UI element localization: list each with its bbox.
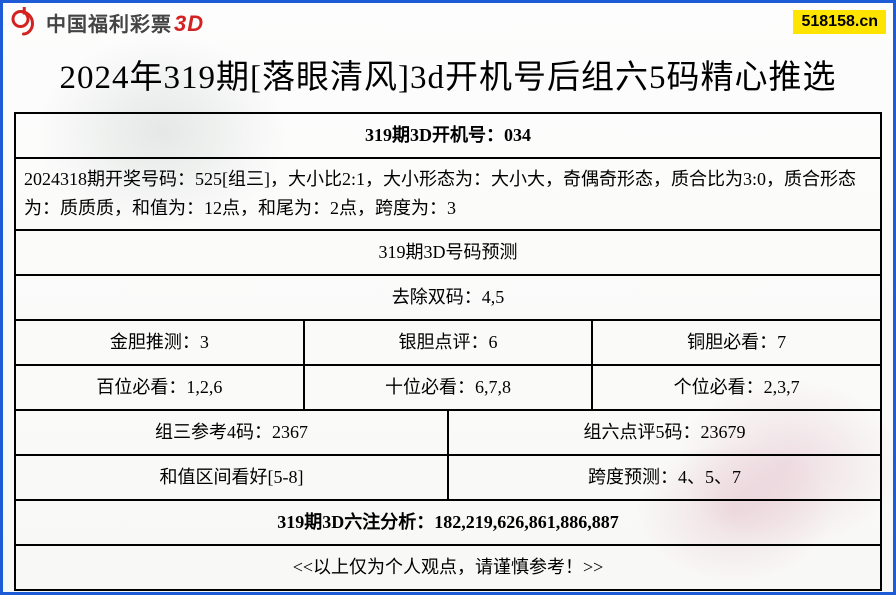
remove-doubles-cell: 去除双码：4,5 bbox=[15, 275, 881, 320]
table-row: 2024318期开奖号码：525[组三]，大小比2:1，大小形态为：大小大，奇偶… bbox=[15, 158, 881, 230]
table-row: 去除双码：4,5 bbox=[15, 275, 881, 320]
ones-cell: 个位必看：2,3,7 bbox=[592, 365, 881, 410]
table-row: 和值区间看好[5-8] 跨度预测：4、5、7 bbox=[15, 455, 881, 500]
tens-cell: 十位必看：6,7,8 bbox=[304, 365, 593, 410]
gold-cell: 金胆推测：3 bbox=[15, 320, 304, 365]
page-title: 2024年319期[落眼清风]3d开机号后组六5码精心推选 bbox=[0, 40, 896, 112]
bronze-cell: 铜胆必看：7 bbox=[592, 320, 881, 365]
brand-suffix: 3D bbox=[174, 11, 204, 37]
brand: 中国福利彩票 3D bbox=[10, 7, 204, 37]
table-row: 319期3D六注分析：182,219,626,861,886,887 bbox=[15, 500, 881, 545]
forecast-header-cell: 319期3D号码预测 bbox=[15, 230, 881, 275]
zu3-cell: 组三参考4码：2367 bbox=[15, 410, 448, 455]
span-cell: 跨度预测：4、5、7 bbox=[448, 455, 881, 500]
zu6-cell: 组六点评5码：23679 bbox=[448, 410, 881, 455]
silver-cell: 银胆点评：6 bbox=[304, 320, 593, 365]
six-bets-cell: 319期3D六注分析：182,219,626,861,886,887 bbox=[15, 500, 881, 545]
table-row: 组三参考4码：2367 组六点评5码：23679 bbox=[15, 410, 881, 455]
open-number-cell: 319期3D开机号：034 bbox=[15, 113, 881, 158]
prev-summary-cell: 2024318期开奖号码：525[组三]，大小比2:1，大小形态为：大小大，奇偶… bbox=[15, 158, 881, 230]
header: 中国福利彩票 3D 518158.cn bbox=[0, 0, 896, 40]
brand-text: 中国福利彩票 3D bbox=[46, 8, 204, 37]
table-row: 319期3D开机号：034 bbox=[15, 113, 881, 158]
sum-range-cell: 和值区间看好[5-8] bbox=[15, 455, 448, 500]
lottery-logo-icon bbox=[10, 7, 40, 37]
table-row: 百位必看：1,2,6 十位必看：6,7,8 个位必看：2,3,7 bbox=[15, 365, 881, 410]
brand-name: 中国福利彩票 bbox=[46, 8, 172, 37]
hundreds-cell: 百位必看：1,2,6 bbox=[15, 365, 304, 410]
table-row: 319期3D号码预测 bbox=[15, 230, 881, 275]
watermark-badge: 518158.cn bbox=[793, 10, 886, 34]
disclaimer-cell: <<以上仅为个人观点，请谨慎参考！>> bbox=[15, 545, 881, 590]
table-row: 金胆推测：3 银胆点评：6 铜胆必看：7 bbox=[15, 320, 881, 365]
forecast-table: 319期3D开机号：034 2024318期开奖号码：525[组三]，大小比2:… bbox=[14, 112, 882, 591]
table-row: <<以上仅为个人观点，请谨慎参考！>> bbox=[15, 545, 881, 590]
